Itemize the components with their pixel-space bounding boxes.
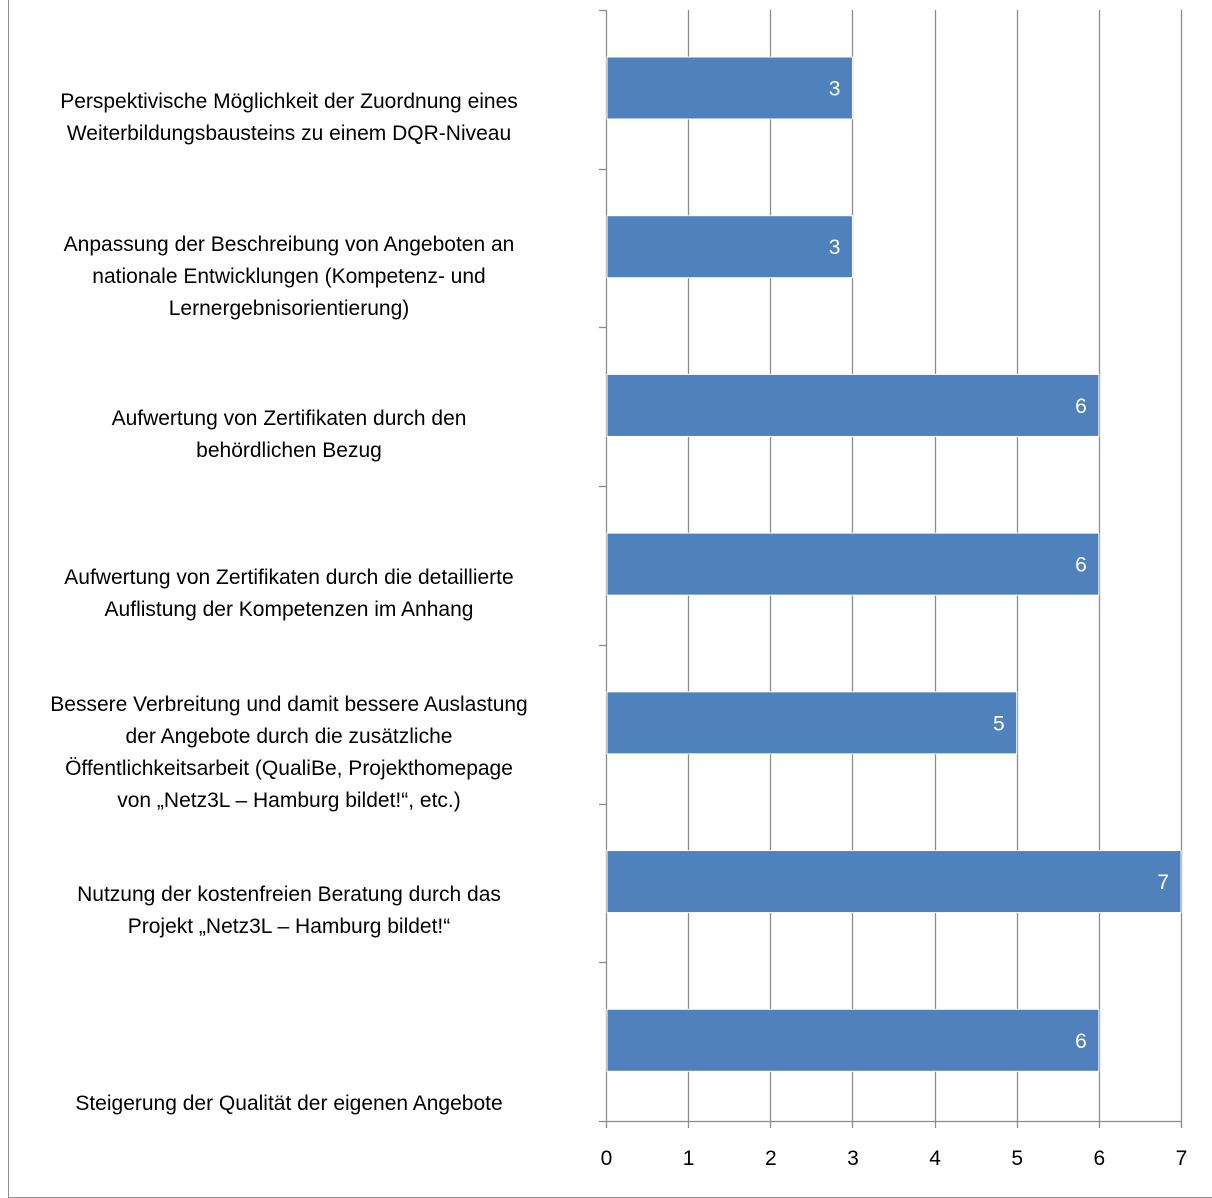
category-label-line: Weiterbildungsbausteins zu einem DQR-Niv… bbox=[66, 121, 512, 145]
category-label-3: Aufwertung von Zertifikaten durch den beh… bbox=[0, 403, 584, 467]
bar-series bbox=[606, 56, 1182, 1072]
data-label-6: 7 bbox=[1157, 871, 1169, 894]
category-label-line: Steigerung der Qualität der eigenen Ange… bbox=[75, 1092, 503, 1115]
data-label-4: 6 bbox=[1075, 554, 1087, 577]
bar-4 bbox=[606, 532, 1100, 596]
category-label-line: Aufwertung von Zertifikaten durch den bbox=[111, 407, 467, 431]
category-label-line: Anpassung der Beschreibung von Angeboten… bbox=[63, 232, 515, 256]
data-label-2: 3 bbox=[829, 236, 841, 259]
x-tick-label-6: 6 bbox=[1094, 1147, 1106, 1170]
bar-5 bbox=[606, 691, 1018, 755]
bar-3 bbox=[606, 373, 1100, 437]
x-tick-label-5: 5 bbox=[1011, 1147, 1023, 1170]
category-label-line: behördlichen Bezug bbox=[196, 439, 382, 463]
data-label-5: 5 bbox=[993, 712, 1005, 735]
category-label-5: Bessere Verbreitung und damit bessere Au… bbox=[0, 689, 584, 817]
x-tick-label-2: 2 bbox=[765, 1147, 777, 1170]
data-labels: 3 3 6 6 5 7 6 bbox=[829, 78, 1169, 1053]
category-label-line: Bessere Verbreitung und damit bessere Au… bbox=[50, 692, 528, 716]
bar-7 bbox=[606, 1008, 1100, 1072]
x-tick-label-7: 7 bbox=[1176, 1147, 1188, 1170]
x-tick-label-3: 3 bbox=[847, 1147, 859, 1170]
bar-6 bbox=[606, 850, 1182, 914]
category-label-line: Lernergebnisorientierung) bbox=[168, 296, 410, 320]
x-tick-label-0: 0 bbox=[601, 1147, 613, 1170]
data-label-3: 6 bbox=[1075, 395, 1087, 418]
bar-1 bbox=[606, 56, 853, 120]
category-label-line: Auflistung der Kompetenzen im Anhang bbox=[104, 598, 474, 622]
value-axis bbox=[599, 9, 1183, 1128]
x-tick-label-1: 1 bbox=[683, 1147, 695, 1170]
category-label-line: Perspektivische Möglichkeit der Zuordnun… bbox=[60, 89, 518, 113]
category-label-line: nationale Entwicklungen (Kompetenz- und bbox=[92, 264, 486, 288]
category-label-4: Aufwertung von Zertifikaten durch die de… bbox=[0, 562, 584, 626]
category-label-line: Projekt „Netz3L – Hamburg bildet!“ bbox=[127, 915, 451, 939]
category-label-7: Steigerung der Qualität der eigenen Ange… bbox=[0, 1088, 584, 1120]
x-tick-labels: 0 1 2 3 4 5 6 7 bbox=[601, 1147, 1188, 1170]
category-label-line: Öffentlichkeitsarbeit (QualiBe, Projekth… bbox=[65, 756, 513, 780]
category-label-6: Nutzung der kostenfreien Beratung durch … bbox=[0, 879, 584, 943]
category-label-2: Anpassung der Beschreibung von Angeboten… bbox=[0, 229, 584, 325]
category-label-line: Aufwertung von Zertifikaten durch die de… bbox=[64, 566, 514, 590]
category-label-line: Nutzung der kostenfreien Beratung durch … bbox=[77, 883, 501, 907]
category-label-1: Perspektivische Möglichkeit der Zuordnun… bbox=[0, 86, 584, 150]
data-label-1: 3 bbox=[829, 78, 841, 101]
category-label-line: der Angebote durch die zusätzliche bbox=[125, 724, 453, 748]
data-label-7: 6 bbox=[1075, 1030, 1087, 1053]
category-label-line: von „Netz3L – Hamburg bildet!“, etc.) bbox=[117, 788, 461, 812]
bar-2 bbox=[606, 215, 853, 279]
x-tick-label-4: 4 bbox=[929, 1147, 941, 1170]
